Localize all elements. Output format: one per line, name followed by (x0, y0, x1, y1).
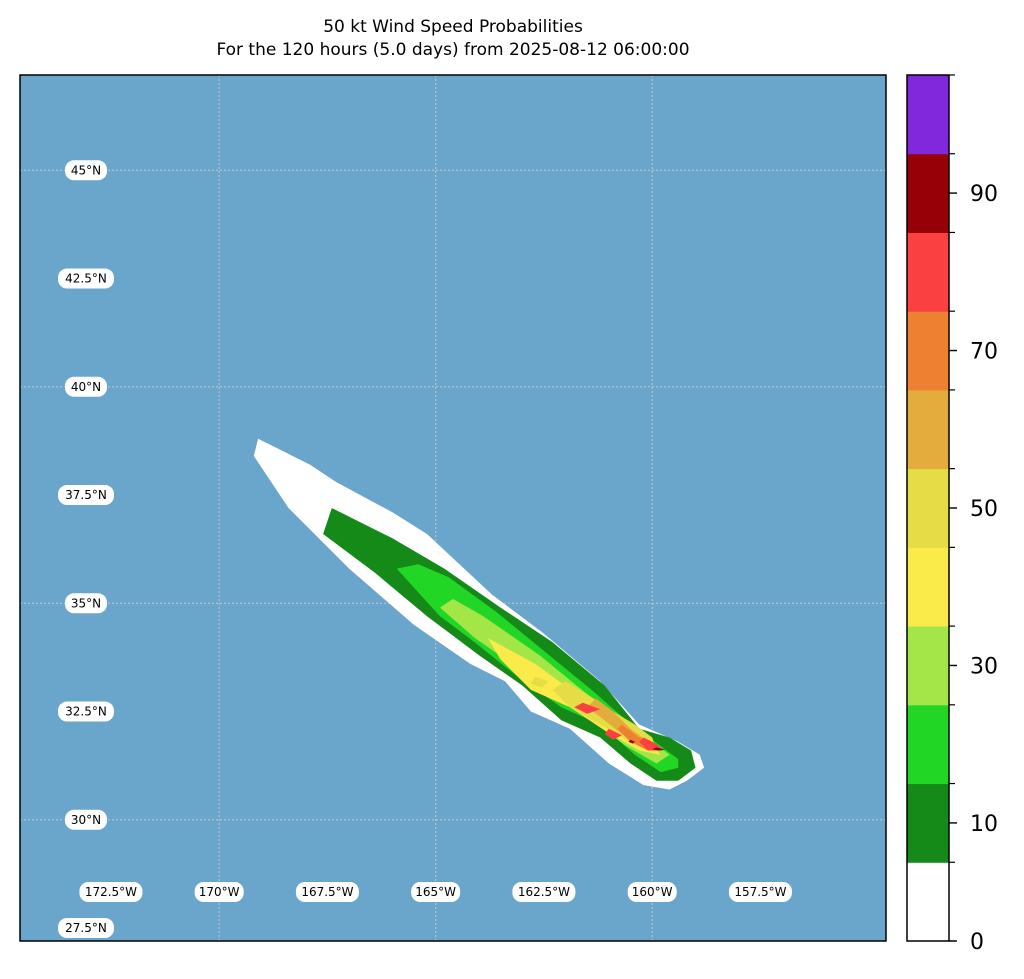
contour-80 (639, 737, 663, 751)
contour-90 (652, 747, 666, 751)
colorbar-segment-10 (907, 783, 949, 863)
colorbar: 0 10 30 50 70 90 (906, 74, 998, 955)
svg-text:32.5°N: 32.5°N (65, 705, 107, 719)
lat-label: 40°N (65, 376, 107, 397)
lat-label: 45°N (65, 160, 107, 181)
svg-text:170°W: 170°W (199, 885, 240, 899)
colorbar-segment-20 (907, 704, 949, 785)
colorbar-segment-100 (907, 75, 949, 155)
svg-text:37.5°N: 37.5°N (65, 488, 107, 502)
svg-text:157.5°W: 157.5°W (734, 885, 786, 899)
svg-text:27.5°N: 27.5°N (65, 921, 107, 935)
colorbar-segment-30 (907, 626, 949, 706)
contour-patch-80 (604, 728, 622, 740)
svg-text:35°N: 35°N (71, 596, 101, 610)
colorbar-segment-50 (907, 468, 949, 548)
svg-text:162.5°W: 162.5°W (518, 885, 570, 899)
lat-label: 30°N (65, 809, 107, 830)
contour-patch-90 (628, 739, 635, 744)
svg-text:42.5°N: 42.5°N (65, 272, 107, 286)
lon-label: 160°W (627, 882, 677, 902)
colorbar-segment-90 (907, 153, 949, 233)
lat-label: 27.5°N (58, 918, 114, 939)
lat-label: 35°N (65, 593, 107, 614)
map-layer: 172.5°W 170°W 167.5°W 165°W 162.5°W 160°W 157.… (19, 74, 887, 942)
svg-text:40°N: 40°N (71, 380, 101, 394)
lon-label: 165°W (411, 882, 461, 902)
svg-text:160°W: 160°W (632, 885, 673, 899)
lat-label: 37.5°N (58, 485, 114, 506)
lon-label: 170°W (194, 882, 244, 902)
svg-text:30°N: 30°N (71, 813, 101, 827)
contour-patch-80 (574, 702, 601, 714)
lat-label: 32.5°N (58, 701, 114, 722)
lon-label: 162.5°W (512, 882, 576, 902)
colorbar-segment-70 (907, 311, 949, 391)
colorbar-segment-40 (907, 547, 949, 627)
colorbar-tick-label: 70 (970, 340, 998, 365)
chart-title: 50 kt Wind Speed Probabilities (323, 17, 583, 37)
lon-label: 167.5°W (295, 882, 359, 902)
colorbar-tick-label: 0 (970, 930, 984, 955)
colorbar-segment-80 (907, 232, 949, 312)
svg-text:165°W: 165°W (415, 885, 456, 899)
chart-subtitle: For the 120 hours (5.0 days) from 2025-0… (216, 40, 690, 60)
colorbar-tick-label: 90 (970, 182, 998, 207)
colorbar-tick-label: 30 (970, 654, 998, 679)
ocean-background (20, 75, 886, 941)
colorbar-tick-label: 10 (970, 812, 998, 837)
lon-label: 172.5°W (79, 882, 143, 902)
map-frame (19, 74, 887, 942)
colorbar-tick-label: 50 (970, 497, 998, 522)
svg-text:172.5°W: 172.5°W (85, 885, 137, 899)
svg-text:45°N: 45°N (71, 163, 101, 177)
contour-patch-50 (530, 676, 549, 688)
lat-label: 42.5°N (58, 268, 114, 289)
lon-label: 157.5°W (728, 882, 792, 902)
colorbar-segment-0 (907, 862, 949, 942)
colorbar-segment-60 (907, 389, 949, 470)
svg-text:167.5°W: 167.5°W (301, 885, 353, 899)
